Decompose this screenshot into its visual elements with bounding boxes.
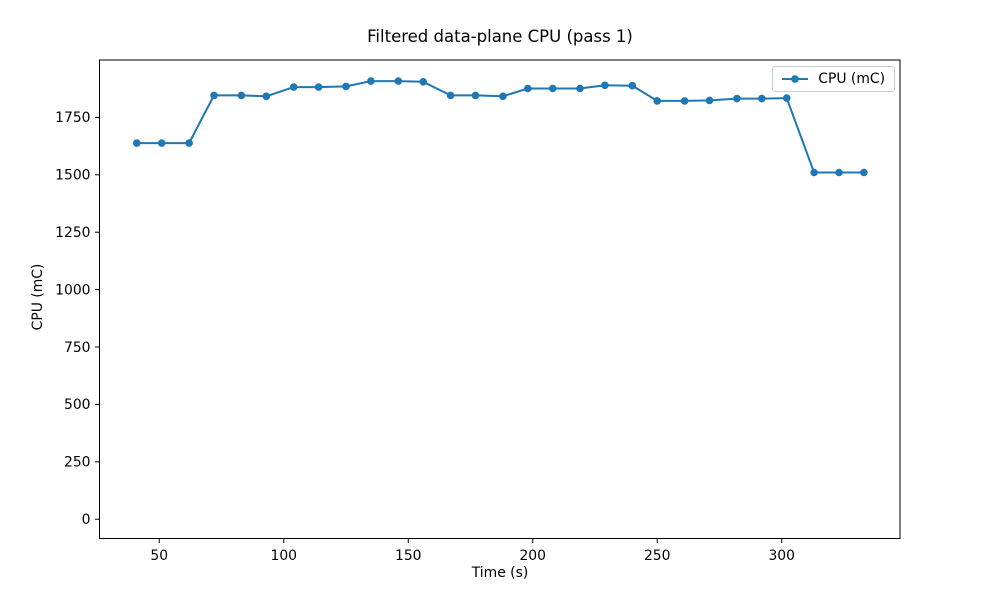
data-point: [705, 96, 714, 105]
data-point: [733, 94, 741, 103]
data-point: [394, 77, 403, 85]
y-tick-label: 750: [64, 340, 91, 356]
data-point: [419, 78, 428, 86]
data-point: [524, 84, 532, 93]
data-point: [653, 97, 661, 105]
legend: CPU (mC): [772, 66, 895, 92]
x-tick-label: 50: [150, 548, 168, 564]
data-point: [210, 91, 218, 100]
data-point: [499, 92, 507, 101]
data-point: [680, 97, 689, 105]
axes-spines: [99, 59, 901, 539]
data-point: [860, 168, 868, 177]
data-point: [157, 139, 166, 147]
chart-title: Filtered data-plane CPU (pass 1): [367, 27, 633, 46]
data-point: [576, 84, 584, 93]
x-axis-label: Time (s): [471, 565, 529, 581]
data-point: [367, 77, 375, 85]
data-point: [601, 81, 609, 90]
x-tick-label: 100: [270, 548, 297, 564]
x-tick-label: 250: [644, 548, 671, 564]
x-tick-label: 150: [395, 548, 422, 564]
y-tick-label: 0: [82, 512, 91, 528]
data-point: [342, 82, 350, 91]
y-tick-label: 500: [64, 397, 91, 413]
data-point: [835, 168, 843, 177]
y-tick-label: 250: [64, 455, 91, 471]
y-tick-label: 1000: [55, 282, 90, 298]
data-point: [758, 94, 766, 103]
data-point: [314, 83, 323, 91]
data-point: [185, 139, 193, 147]
data-point: [262, 92, 271, 101]
y-tick-label: 1250: [55, 225, 90, 241]
y-tick-label: 1750: [55, 110, 90, 126]
y-axis-label: CPU (mC): [30, 263, 46, 331]
data-point: [782, 94, 791, 102]
data-point: [628, 81, 637, 90]
data-point: [237, 91, 246, 100]
x-tick-label: 200: [519, 548, 546, 564]
legend-line-marker-icon: [782, 75, 809, 83]
y-tick-label: 1500: [55, 168, 90, 184]
x-tick-label: 300: [768, 548, 795, 564]
data-point: [289, 83, 298, 91]
data-point: [548, 84, 557, 93]
data-point: [133, 139, 141, 147]
data-point: [471, 91, 480, 100]
data-point: [810, 168, 818, 177]
legend-label: CPU (mC): [818, 71, 885, 87]
data-point: [446, 91, 455, 100]
